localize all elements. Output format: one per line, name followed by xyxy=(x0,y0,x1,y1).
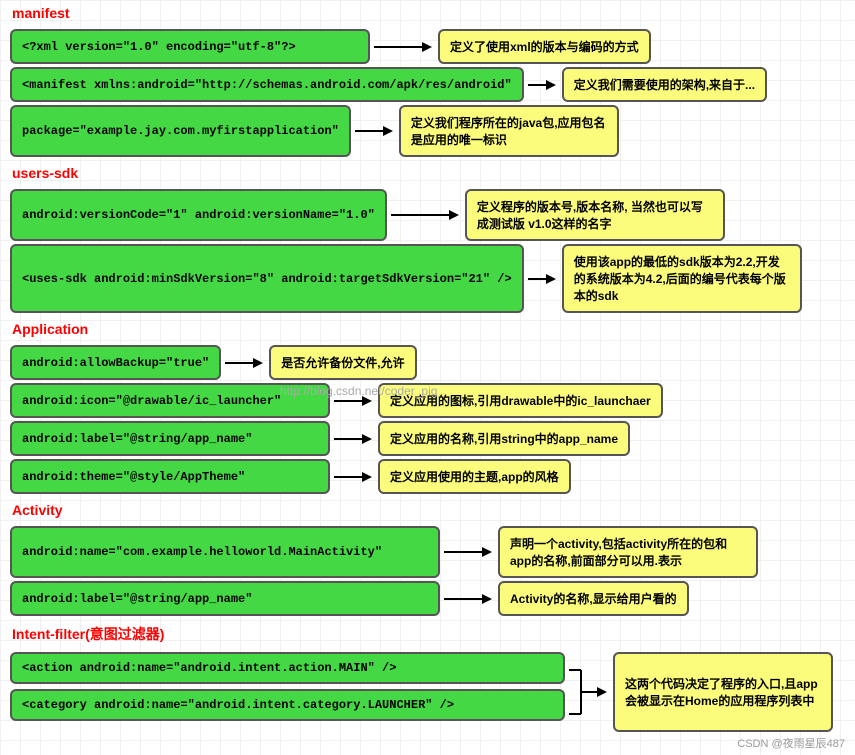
desc-box: 定义程序的版本号,版本名称, 当然也可以写成测试版 v1.0这样的名字 xyxy=(465,189,725,241)
watermark-blog: http://blog.csdn.net/coder_pig xyxy=(280,384,437,398)
row-allow-backup: android:allowBackup="true" 是否允许备份文件,允许 xyxy=(10,345,845,380)
arrow-icon xyxy=(440,526,498,578)
desc-box: 定义应用使用的主题,app的风格 xyxy=(378,459,571,494)
section-title-application: Application xyxy=(0,316,855,342)
code-box: android:allowBackup="true" xyxy=(10,345,221,380)
code-box: android:theme="@style/AppTheme" xyxy=(10,459,330,494)
code-box: <action android:name="android.intent.act… xyxy=(10,652,565,684)
desc-box: 声明一个activity,包括activity所在的包和app的名称,前面部分可… xyxy=(498,526,758,578)
arrow-icon xyxy=(221,345,269,380)
section-title-intent-filter: Intent-filter(意图过滤器) xyxy=(0,619,855,649)
row-theme: android:theme="@style/AppTheme" 定义应用使用的主… xyxy=(10,459,845,494)
code-box: android:label="@string/app_name" xyxy=(10,421,330,456)
arrow-icon xyxy=(440,581,498,616)
code-box: package="example.jay.com.myfirstapplicat… xyxy=(10,105,351,157)
bracket-icon xyxy=(565,652,613,732)
desc-box: 定义了使用xml的版本与编码的方式 xyxy=(438,29,651,64)
desc-box: Activity的名称,显示给用户看的 xyxy=(498,581,689,616)
row-package: package="example.jay.com.myfirstapplicat… xyxy=(10,105,845,157)
code-box: <?xml version="1.0" encoding="utf-8"?> xyxy=(10,29,370,64)
code-box: <uses-sdk android:minSdkVersion="8" andr… xyxy=(10,244,524,313)
row-xml-decl: <?xml version="1.0" encoding="utf-8"?> 定… xyxy=(10,29,845,64)
desc-box: 定义我们需要使用的架构,来自于... xyxy=(562,67,767,102)
code-box: android:name="com.example.helloworld.Mai… xyxy=(10,526,440,578)
row-manifest-ns: <manifest xmlns:android="http://schemas.… xyxy=(10,67,845,102)
row-label: android:label="@string/app_name" 定义应用的名称… xyxy=(10,421,845,456)
arrow-icon xyxy=(370,29,438,64)
arrow-icon xyxy=(351,105,399,157)
desc-box: 定义应用的名称,引用string中的app_name xyxy=(378,421,630,456)
arrow-icon xyxy=(330,459,378,494)
section-title-activity: Activity xyxy=(0,497,855,523)
row-activity-label: android:label="@string/app_name" Activit… xyxy=(10,581,845,616)
row-version: android:versionCode="1" android:versionN… xyxy=(10,189,845,241)
desc-box: 使用该app的最低的sdk版本为2.2,开发的系统版本为4.2,后面的编号代表每… xyxy=(562,244,802,313)
desc-box: 定义我们程序所在的java包,应用包名是应用的唯一标识 xyxy=(399,105,619,157)
arrow-icon xyxy=(524,244,562,313)
code-box: android:versionCode="1" android:versionN… xyxy=(10,189,387,241)
watermark-footer: CSDN @夜雨星辰487 xyxy=(737,735,845,751)
arrow-icon xyxy=(524,67,562,102)
desc-box: 是否允许备份文件,允许 xyxy=(269,345,416,380)
section-title-users-sdk: users-sdk xyxy=(0,160,855,186)
desc-box: 这两个代码决定了程序的入口,且app会被显示在Home的应用程序列表中 xyxy=(613,652,833,732)
row-intent-group: <action android:name="android.intent.act… xyxy=(10,652,845,732)
code-box: <manifest xmlns:android="http://schemas.… xyxy=(10,67,524,102)
row-activity-name: android:name="com.example.helloworld.Mai… xyxy=(10,526,845,578)
code-box: <category android:name="android.intent.c… xyxy=(10,689,565,721)
arrow-icon xyxy=(330,421,378,456)
code-box: android:label="@string/app_name" xyxy=(10,581,440,616)
section-title-manifest: manifest xyxy=(0,0,855,26)
row-uses-sdk: <uses-sdk android:minSdkVersion="8" andr… xyxy=(10,244,845,313)
arrow-icon xyxy=(387,189,465,241)
